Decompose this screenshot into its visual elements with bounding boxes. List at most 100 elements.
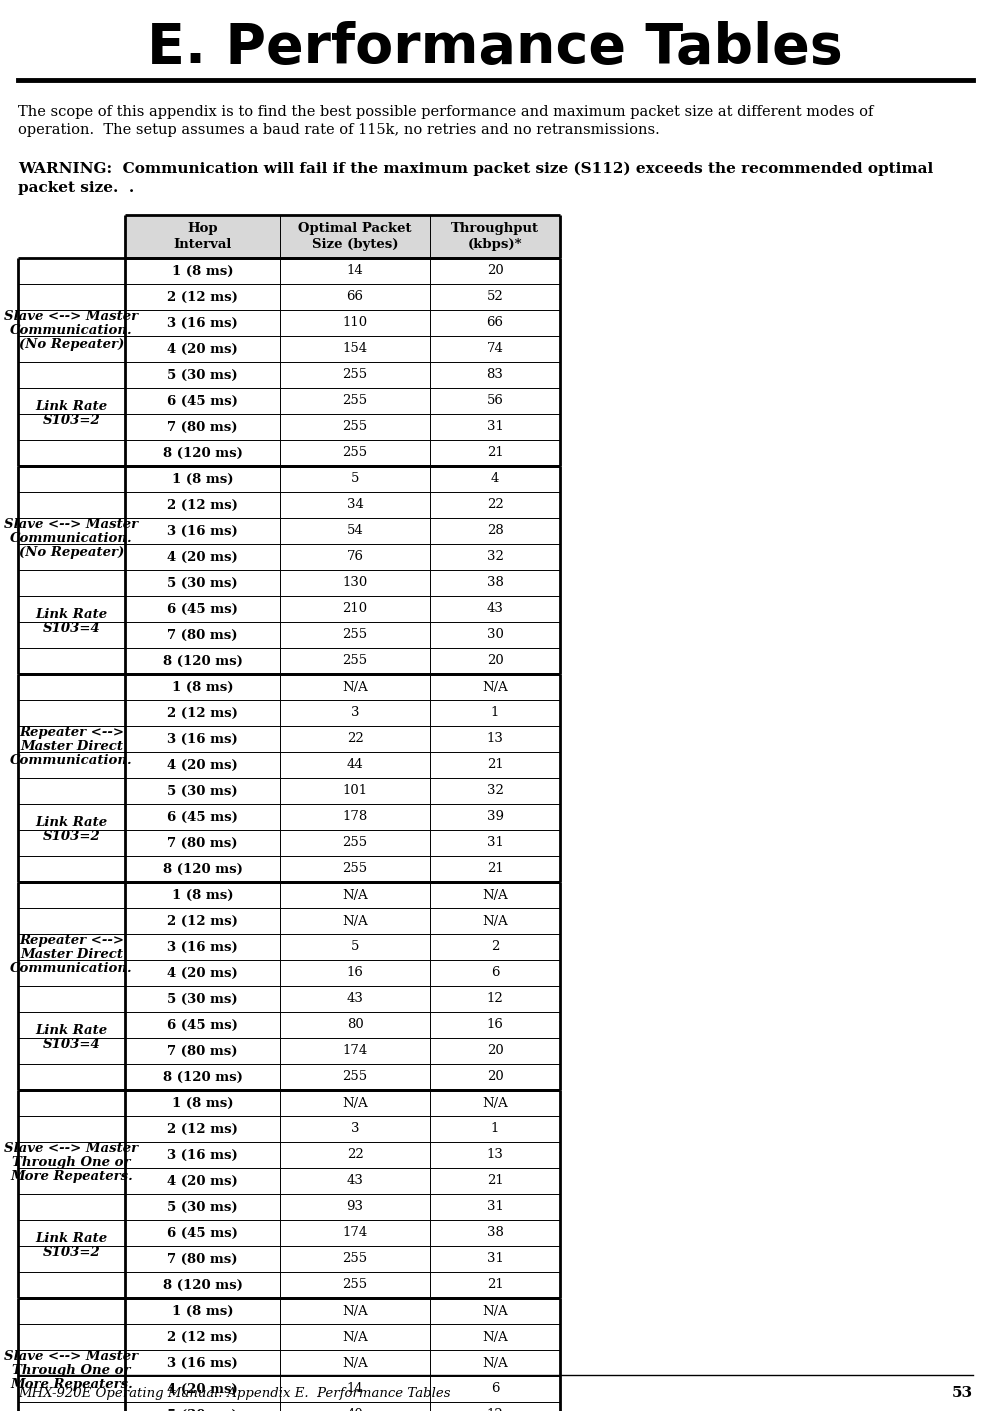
Text: 2 (12 ms): 2 (12 ms): [167, 291, 238, 303]
Text: Communication.: Communication.: [10, 532, 133, 545]
Text: 66: 66: [487, 316, 503, 330]
Text: Communication.: Communication.: [10, 325, 133, 337]
Text: WARNING:  Communication will fail if the maximum packet size (S112) exceeds the : WARNING: Communication will fail if the …: [18, 162, 934, 195]
Text: Slave <--> Master: Slave <--> Master: [4, 310, 139, 323]
Text: 83: 83: [487, 368, 503, 381]
Text: N/A: N/A: [342, 1096, 368, 1109]
Text: 28: 28: [487, 525, 503, 538]
Text: 1: 1: [491, 1123, 499, 1136]
Text: N/A: N/A: [483, 1305, 507, 1318]
Text: 76: 76: [347, 550, 364, 563]
Text: 3 (16 ms): 3 (16 ms): [167, 525, 238, 538]
Text: 43: 43: [347, 1174, 364, 1188]
Text: More Repeaters.: More Repeaters.: [10, 1379, 133, 1391]
Text: 16: 16: [347, 967, 364, 979]
Text: 6 (45 ms): 6 (45 ms): [167, 395, 238, 408]
Text: N/A: N/A: [342, 680, 368, 693]
Text: 5 (30 ms): 5 (30 ms): [167, 1408, 238, 1411]
Text: 56: 56: [487, 395, 503, 408]
Text: 5 (30 ms): 5 (30 ms): [167, 368, 238, 381]
Text: 174: 174: [342, 1044, 368, 1057]
Text: 13: 13: [487, 1149, 503, 1161]
Text: 5: 5: [351, 941, 359, 954]
Text: N/A: N/A: [342, 914, 368, 927]
Text: 13: 13: [487, 732, 503, 745]
Text: 21: 21: [487, 1174, 503, 1188]
Text: 74: 74: [487, 343, 503, 356]
Text: S103=2: S103=2: [43, 1246, 100, 1260]
Text: E. Performance Tables: E. Performance Tables: [147, 21, 843, 75]
Text: 66: 66: [347, 291, 364, 303]
Text: Slave <--> Master: Slave <--> Master: [4, 1143, 139, 1156]
Text: 2 (12 ms): 2 (12 ms): [167, 1331, 238, 1343]
Text: 7 (80 ms): 7 (80 ms): [167, 837, 238, 849]
Text: 7 (80 ms): 7 (80 ms): [167, 628, 238, 642]
Text: Hop
Interval: Hop Interval: [173, 222, 232, 251]
Text: 3 (16 ms): 3 (16 ms): [167, 1356, 238, 1370]
Text: 255: 255: [343, 628, 368, 642]
Text: 32: 32: [487, 550, 503, 563]
Text: N/A: N/A: [483, 914, 507, 927]
Text: 110: 110: [343, 316, 368, 330]
Text: 31: 31: [487, 1253, 503, 1266]
Text: Throughput
(kbps)*: Throughput (kbps)*: [451, 222, 539, 251]
Text: 8 (120 ms): 8 (120 ms): [163, 655, 243, 667]
Text: 43: 43: [347, 992, 364, 1006]
Text: 3 (16 ms): 3 (16 ms): [167, 316, 238, 330]
Text: Link Rate: Link Rate: [36, 817, 108, 830]
Text: S103=2: S103=2: [43, 831, 100, 844]
Text: 2 (12 ms): 2 (12 ms): [167, 914, 238, 927]
Text: 174: 174: [342, 1226, 368, 1239]
Text: Slave <--> Master: Slave <--> Master: [4, 1350, 139, 1363]
Text: S103=4: S103=4: [43, 622, 100, 635]
Text: 20: 20: [487, 1044, 503, 1057]
Text: 255: 255: [343, 862, 368, 875]
Text: 255: 255: [343, 446, 368, 460]
Text: N/A: N/A: [342, 1356, 368, 1370]
Text: More Repeaters.: More Repeaters.: [10, 1170, 133, 1184]
Text: 178: 178: [342, 810, 368, 824]
Text: 8 (120 ms): 8 (120 ms): [163, 446, 243, 460]
Text: S103=2: S103=2: [43, 415, 100, 428]
Text: 1 (8 ms): 1 (8 ms): [171, 1305, 233, 1318]
Text: 8 (120 ms): 8 (120 ms): [163, 1071, 243, 1084]
Text: 6 (45 ms): 6 (45 ms): [167, 810, 238, 824]
Text: 14: 14: [347, 264, 364, 278]
Text: 2 (12 ms): 2 (12 ms): [167, 707, 238, 720]
Text: 14: 14: [347, 1383, 364, 1395]
Text: Master Direct: Master Direct: [20, 741, 123, 753]
Text: Link Rate: Link Rate: [36, 1024, 108, 1037]
Text: 6 (45 ms): 6 (45 ms): [167, 1226, 238, 1239]
Text: N/A: N/A: [342, 1331, 368, 1343]
Text: Slave <--> Master: Slave <--> Master: [4, 518, 139, 532]
Text: 1 (8 ms): 1 (8 ms): [171, 889, 233, 902]
Text: (No Repeater): (No Repeater): [19, 339, 124, 351]
Text: 20: 20: [487, 264, 503, 278]
Text: N/A: N/A: [342, 889, 368, 902]
Text: 1 (8 ms): 1 (8 ms): [171, 264, 233, 278]
Text: 8 (120 ms): 8 (120 ms): [163, 1278, 243, 1291]
Text: 38: 38: [487, 577, 503, 590]
Text: 4 (20 ms): 4 (20 ms): [167, 343, 238, 356]
Text: Through One or: Through One or: [12, 1156, 131, 1170]
Text: 5 (30 ms): 5 (30 ms): [167, 577, 238, 590]
Text: 12: 12: [487, 1408, 503, 1411]
Text: 255: 255: [343, 1278, 368, 1291]
Text: N/A: N/A: [483, 1331, 507, 1343]
Text: 39: 39: [487, 810, 503, 824]
Text: 5 (30 ms): 5 (30 ms): [167, 1201, 238, 1213]
Text: 38: 38: [487, 1226, 503, 1239]
Text: 80: 80: [347, 1019, 364, 1031]
Text: 4 (20 ms): 4 (20 ms): [167, 1383, 238, 1395]
Text: 1 (8 ms): 1 (8 ms): [171, 473, 233, 485]
Text: Master Direct: Master Direct: [20, 948, 123, 961]
Text: (No Repeater): (No Repeater): [19, 546, 124, 559]
Text: 22: 22: [347, 732, 364, 745]
Text: 130: 130: [342, 577, 368, 590]
Text: 3 (16 ms): 3 (16 ms): [167, 732, 238, 745]
Text: Link Rate: Link Rate: [36, 608, 108, 621]
Text: 1 (8 ms): 1 (8 ms): [171, 680, 233, 693]
Text: 2: 2: [491, 941, 499, 954]
Text: 5: 5: [351, 473, 359, 485]
Text: 52: 52: [487, 291, 503, 303]
